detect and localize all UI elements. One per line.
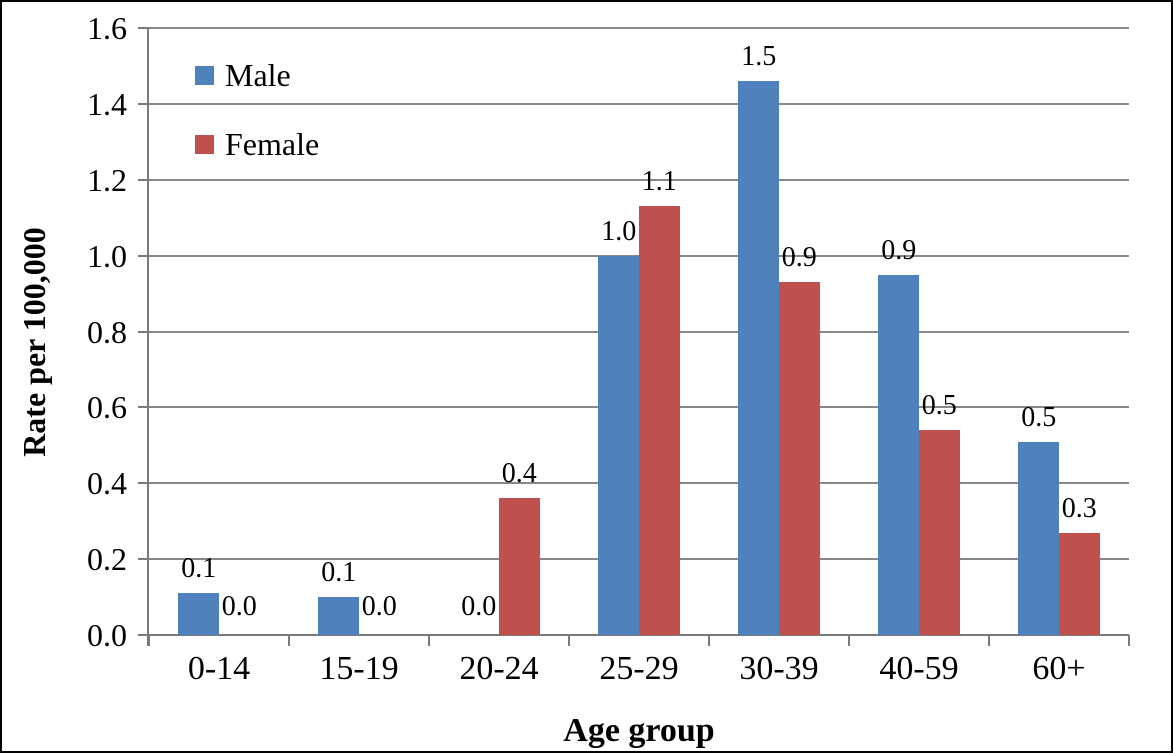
x-tick-mark [288, 635, 290, 646]
bar-value-label: 0.0 [221, 591, 257, 622]
x-tick-mark [428, 635, 430, 646]
bar-value-label: 1.1 [641, 166, 677, 198]
legend-item-male: Male [195, 59, 319, 91]
y-tick-mark [138, 102, 149, 105]
bar-value-label: 0.1 [321, 557, 357, 589]
bar-female-20-24 [499, 498, 540, 635]
x-tick-mark [988, 635, 990, 646]
bar-male-40-59 [878, 274, 919, 635]
x-tick-mark [708, 635, 710, 646]
bar-value-label: 0.5 [1021, 401, 1057, 433]
bar-value-label: 0.4 [501, 458, 537, 490]
y-axis-tick-label: 0.8 [87, 313, 127, 350]
bar-value-label: 1.0 [601, 215, 637, 247]
bar-female-25-29 [639, 206, 680, 635]
y-tick-mark [138, 558, 149, 561]
y-tick-mark [138, 406, 149, 409]
bar-male-25-29 [598, 255, 639, 635]
bar-male-30-39 [738, 81, 779, 635]
y-axis-tick-label: 1.2 [87, 161, 127, 198]
bar-value-label: 0.0 [461, 591, 497, 622]
x-tick-mark [848, 635, 850, 646]
legend: Male Female [195, 59, 319, 160]
y-axis-line [147, 27, 149, 646]
bar-value-label: 0.9 [881, 234, 917, 266]
x-tick-mark [568, 635, 570, 646]
x-axis-tick-label: 25-29 [599, 650, 679, 687]
x-tick-mark [148, 635, 150, 646]
bar-male-15-19 [318, 597, 359, 635]
y-axis-tick-label: 0.2 [87, 541, 127, 578]
legend-swatch-male [195, 65, 214, 85]
bar-female-30-39 [779, 282, 820, 635]
y-tick-mark [138, 254, 149, 257]
x-axis-tick-label: 30-39 [739, 650, 819, 687]
y-tick-mark [138, 178, 149, 181]
bar-value-label: 0.9 [781, 242, 817, 274]
y-axis-tick-label: 0.6 [87, 389, 127, 426]
y-axis-tick-label: 0.0 [87, 617, 127, 653]
y-axis-tick-label: 1.4 [87, 85, 127, 122]
legend-label: Female [225, 126, 320, 162]
gridline [149, 178, 1129, 181]
bar-male-60+ [1018, 441, 1059, 635]
bar-male-0-14 [178, 593, 219, 635]
gridline [149, 27, 1129, 29]
bar-female-40-59 [919, 430, 960, 635]
x-axis-title: Age group [563, 712, 715, 749]
legend-swatch-female [195, 134, 214, 154]
y-axis-tick-label: 0.4 [87, 465, 127, 502]
bar-female-60+ [1059, 532, 1100, 635]
bar-value-label: 0.3 [1061, 492, 1097, 524]
y-axis-title: Rate per 100,000 [16, 227, 52, 457]
y-tick-mark [138, 482, 149, 485]
x-axis-tick-label: 0-14 [187, 650, 251, 687]
x-axis-tick-label: 15-19 [319, 650, 399, 687]
x-axis-tick-label: 60+ [1032, 650, 1086, 687]
x-tick-mark [1128, 635, 1130, 646]
bar-value-label: 0.0 [361, 591, 397, 622]
y-axis-tick-label: 1.0 [87, 237, 127, 274]
bar-value-label: 0.5 [921, 390, 957, 422]
gridline [149, 102, 1129, 105]
y-tick-mark [138, 330, 149, 333]
bar-value-label: 1.5 [741, 41, 777, 73]
x-axis-tick-label: 20-24 [459, 650, 539, 687]
bar-value-label: 0.1 [181, 553, 217, 585]
legend-item-female: Female [195, 128, 319, 160]
legend-label: Male [225, 57, 291, 93]
y-tick-mark [138, 634, 149, 636]
x-axis-line [149, 634, 1129, 636]
x-axis-tick-label: 40-59 [879, 650, 959, 687]
y-axis-tick-label: 1.6 [87, 10, 127, 46]
y-tick-mark [138, 27, 149, 29]
